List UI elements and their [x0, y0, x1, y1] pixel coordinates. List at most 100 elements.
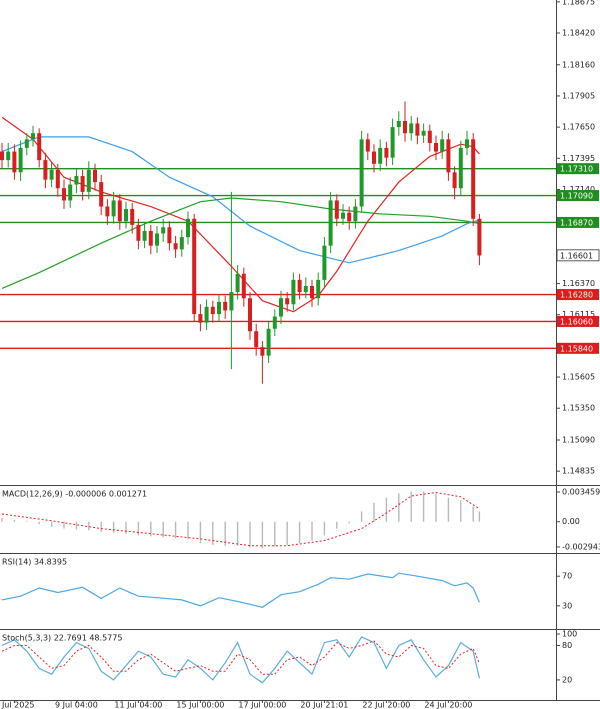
signal-line — [1, 491, 480, 547]
candle-body — [130, 209, 135, 225]
candle-body — [155, 233, 159, 246]
candle-body — [396, 121, 401, 128]
candle-body — [272, 316, 277, 329]
candle-body — [99, 182, 104, 207]
candle-body — [440, 139, 445, 152]
candle-body — [421, 130, 426, 136]
candle-body — [24, 139, 29, 148]
y-tick-label: 1.16370 — [562, 279, 595, 288]
x-tick-label: 22 Jul 20:00 — [362, 701, 410, 709]
signal-line — [1, 640, 480, 675]
candle-body — [291, 279, 296, 305]
indicator-line — [1, 572, 480, 608]
candle-body — [347, 212, 352, 222]
indicator-line — [1, 136, 480, 264]
candle-body — [49, 169, 54, 180]
candle-body — [285, 298, 290, 305]
candle-body — [43, 160, 48, 180]
candle-body — [359, 139, 364, 207]
candle-body — [328, 200, 333, 246]
y-tick-label: 1.18420 — [562, 29, 595, 38]
candle-body — [403, 121, 407, 134]
candle-body — [260, 347, 265, 356]
candle-body — [434, 143, 438, 152]
candle-body — [217, 301, 221, 315]
candle-body — [452, 172, 457, 189]
candle-body — [192, 218, 197, 315]
indicator-line — [1, 197, 480, 289]
y-tick-label: 1.15350 — [562, 404, 595, 413]
x-tick-label: 24 Jul 20:00 — [424, 701, 472, 709]
candle-body — [80, 176, 85, 192]
candle-body — [204, 306, 209, 323]
level-label-box — [557, 216, 599, 228]
y-tick-label: 80 — [562, 641, 572, 650]
candle-body — [179, 237, 184, 250]
candle-body — [93, 169, 97, 183]
candle-body — [31, 133, 35, 140]
candle-body — [303, 286, 308, 293]
candle-body — [210, 306, 215, 315]
level-label-box — [557, 342, 599, 354]
candle-body — [297, 279, 302, 293]
candle-body — [124, 209, 128, 222]
candle-body — [173, 243, 178, 250]
candle-body — [142, 231, 147, 241]
candle-body — [37, 133, 42, 161]
level-label: 1.17090 — [560, 192, 593, 201]
level-label: 1.16870 — [560, 218, 593, 227]
indicator-title: Stoch(5,3,3) 22.7691 48.5775 — [2, 634, 122, 643]
candle-body — [465, 139, 469, 148]
level-label-box — [557, 289, 599, 301]
candle-body — [353, 206, 358, 222]
level-label-box — [557, 190, 599, 202]
candle-body — [198, 314, 203, 323]
last-price-label: 1.16601 — [560, 251, 593, 260]
y-tick-label: 30 — [562, 601, 572, 610]
candle-body — [148, 231, 153, 246]
candle-body — [471, 139, 476, 219]
y-tick-label: -0.002943 — [562, 542, 600, 551]
indicator-title: RSI(14) 34.8395 — [2, 558, 67, 567]
y-tick-label: 1.18160 — [562, 60, 595, 69]
candle-body — [68, 184, 73, 201]
level-label-box — [557, 163, 599, 175]
candle-body — [378, 147, 383, 164]
candle-body — [0, 151, 4, 161]
y-tick-label: 0.003459 — [562, 488, 600, 497]
y-tick-label: 1.14835 — [562, 467, 595, 476]
level-label: 1.16060 — [560, 317, 593, 326]
candle-body — [136, 224, 141, 241]
candle-body — [341, 212, 345, 219]
candle-body — [322, 245, 327, 280]
candle-body — [12, 151, 17, 173]
x-tick-label: 9 Jul 04:00 — [55, 701, 98, 709]
candle-body — [384, 147, 389, 158]
candle-body — [117, 200, 122, 222]
x-tick-label: 20 Jul 21:01 — [300, 701, 348, 709]
candle-body — [167, 227, 172, 244]
candle-body — [415, 123, 420, 136]
candle-body — [390, 127, 395, 158]
candle-body — [279, 298, 283, 317]
y-tick-label: 100 — [562, 630, 577, 639]
x-tick-label: 11 Jul 04:00 — [114, 701, 162, 709]
y-tick-label: 1.15090 — [562, 436, 595, 445]
candle-body — [86, 169, 91, 192]
candle-body — [409, 123, 414, 134]
candle-body — [62, 188, 66, 201]
candle-body — [223, 301, 228, 311]
candle-body — [446, 139, 451, 173]
candle-body — [372, 151, 376, 164]
y-tick-label: 1.16115 — [562, 310, 595, 319]
indicator-title: MACD(12,26,9) -0.000006 0.001271 — [2, 490, 147, 499]
candle-body — [55, 169, 60, 189]
y-tick-label: 1.17140 — [562, 185, 595, 194]
y-tick-label: 1.17905 — [562, 91, 595, 100]
candle-body — [105, 206, 110, 217]
level-label: 1.15840 — [560, 344, 593, 353]
candle-body — [427, 130, 432, 143]
